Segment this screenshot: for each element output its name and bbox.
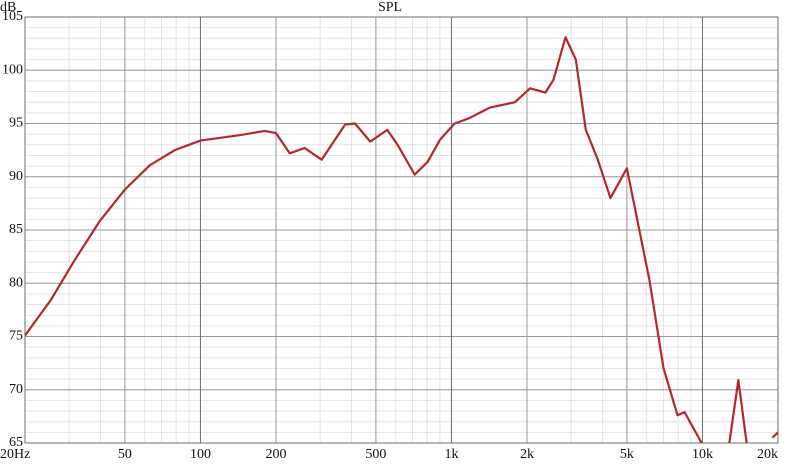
x-tick-label: 50 — [118, 447, 132, 462]
x-tick-label: 100 — [190, 447, 211, 462]
x-tick-label: 1k — [444, 447, 458, 462]
y-tick-label: 80 — [9, 275, 23, 290]
line-series — [25, 36, 778, 443]
y-tick-label: 90 — [9, 169, 23, 184]
x-tick-label: 10k — [692, 447, 713, 462]
y-tick-label: 75 — [9, 329, 23, 344]
y-tick-label: 105 — [2, 9, 23, 24]
x-tick-label: 2k — [520, 447, 534, 462]
plot-frame — [24, 16, 779, 444]
x-tick-label: 20k — [757, 447, 778, 462]
x-tick-label: 200 — [266, 447, 287, 462]
x-tick-label: 500 — [365, 447, 386, 462]
y-tick-label: 65 — [9, 435, 23, 450]
x-tick-label: 5k — [620, 447, 634, 462]
y-tick-label: 95 — [9, 116, 23, 131]
y-tick-label: 100 — [2, 62, 23, 77]
x-tick-label: 20Hz — [0, 447, 30, 462]
y-axis-label: dB — [0, 0, 16, 15]
y-tick-label: 70 — [9, 382, 23, 397]
chart-title: SPL — [378, 0, 402, 15]
y-tick-label: 85 — [9, 222, 23, 237]
